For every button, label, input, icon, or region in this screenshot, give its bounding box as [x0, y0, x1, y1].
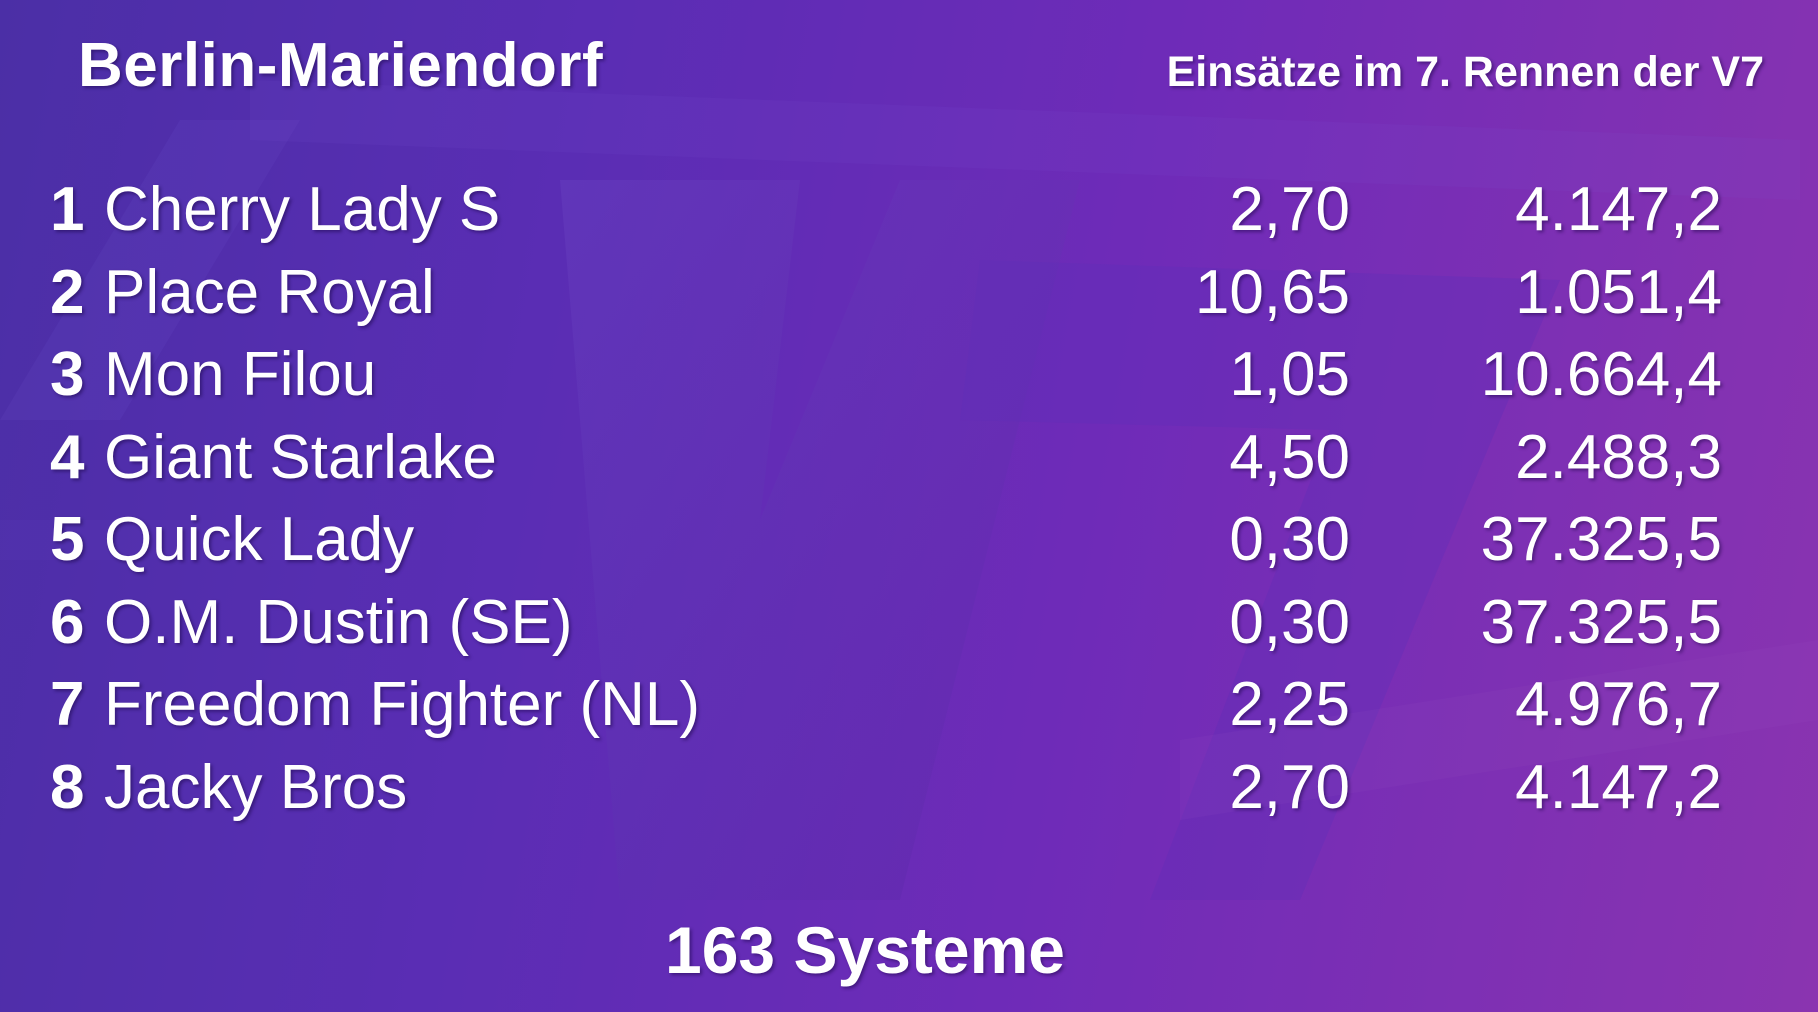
stake-value: 4.976,7: [1515, 670, 1722, 739]
quote-value: 4,50: [1229, 422, 1350, 492]
table-row: 2 Place Royal 10,65 1.051,4: [50, 251, 1750, 334]
horse-number: 2: [50, 257, 85, 327]
horse-name: Cherry Lady S: [104, 175, 501, 244]
stake-value: 1.051,4: [1515, 257, 1722, 327]
horse-name: Giant Starlake: [104, 422, 497, 492]
table-row: 8 Jacky Bros 2,70 4.147,2: [50, 746, 1750, 829]
quote-value: 2,70: [1229, 752, 1350, 822]
table-row: 1 Cherry Lady S 2,70 4.147,2: [50, 168, 1750, 251]
stake-value: 37.325,5: [1480, 505, 1722, 574]
table-row: 5 Quick Lady 0,30 37.325,5: [50, 498, 1750, 581]
table-row: 7 Freedom Fighter (NL) 2,25 4.976,7: [50, 663, 1750, 746]
table-row: 3 Mon Filou 1,05 10.664,4: [50, 333, 1750, 416]
horse-name: Place Royal: [104, 257, 435, 327]
horse-number: 1: [50, 175, 85, 244]
quote-value: 0,30: [1229, 505, 1350, 574]
quote-value: 2,25: [1229, 670, 1350, 739]
stake-value: 10.664,4: [1480, 340, 1722, 409]
horse-number: 6: [50, 587, 85, 657]
horse-name: Freedom Fighter (NL): [104, 670, 701, 739]
table-row: 4 Giant Starlake 4,50 2.488,3: [50, 416, 1750, 499]
quote-value: 1,05: [1229, 340, 1350, 409]
horse-number: 4: [50, 422, 85, 492]
page-title: Berlin-Mariendorf: [78, 31, 604, 100]
horse-number: 8: [50, 752, 85, 822]
stakes-table: 1 Cherry Lady S 2,70 4.147,2 2 Place Roy…: [50, 168, 1750, 828]
systems-count: 163 Systeme: [665, 913, 1065, 987]
horse-number: 7: [50, 670, 85, 739]
quote-value: 0,30: [1229, 587, 1350, 657]
race-subtitle: Einsätze im 7. Rennen der V7: [1166, 48, 1764, 96]
quote-value: 10,65: [1194, 257, 1350, 327]
quote-value: 2,70: [1229, 175, 1350, 244]
horse-name: Quick Lady: [104, 505, 415, 574]
horse-name: Mon Filou: [104, 340, 377, 409]
horse-name: O.M. Dustin (SE): [104, 587, 573, 657]
horse-number: 3: [50, 340, 85, 409]
stake-value: 2.488,3: [1515, 422, 1722, 492]
stake-value: 4.147,2: [1515, 752, 1722, 822]
horse-number: 5: [50, 505, 85, 574]
stake-value: 4.147,2: [1515, 175, 1722, 244]
table-row: 6 O.M. Dustin (SE) 0,30 37.325,5: [50, 581, 1750, 664]
horse-name: Jacky Bros: [104, 752, 408, 822]
stake-value: 37.325,5: [1480, 587, 1722, 657]
